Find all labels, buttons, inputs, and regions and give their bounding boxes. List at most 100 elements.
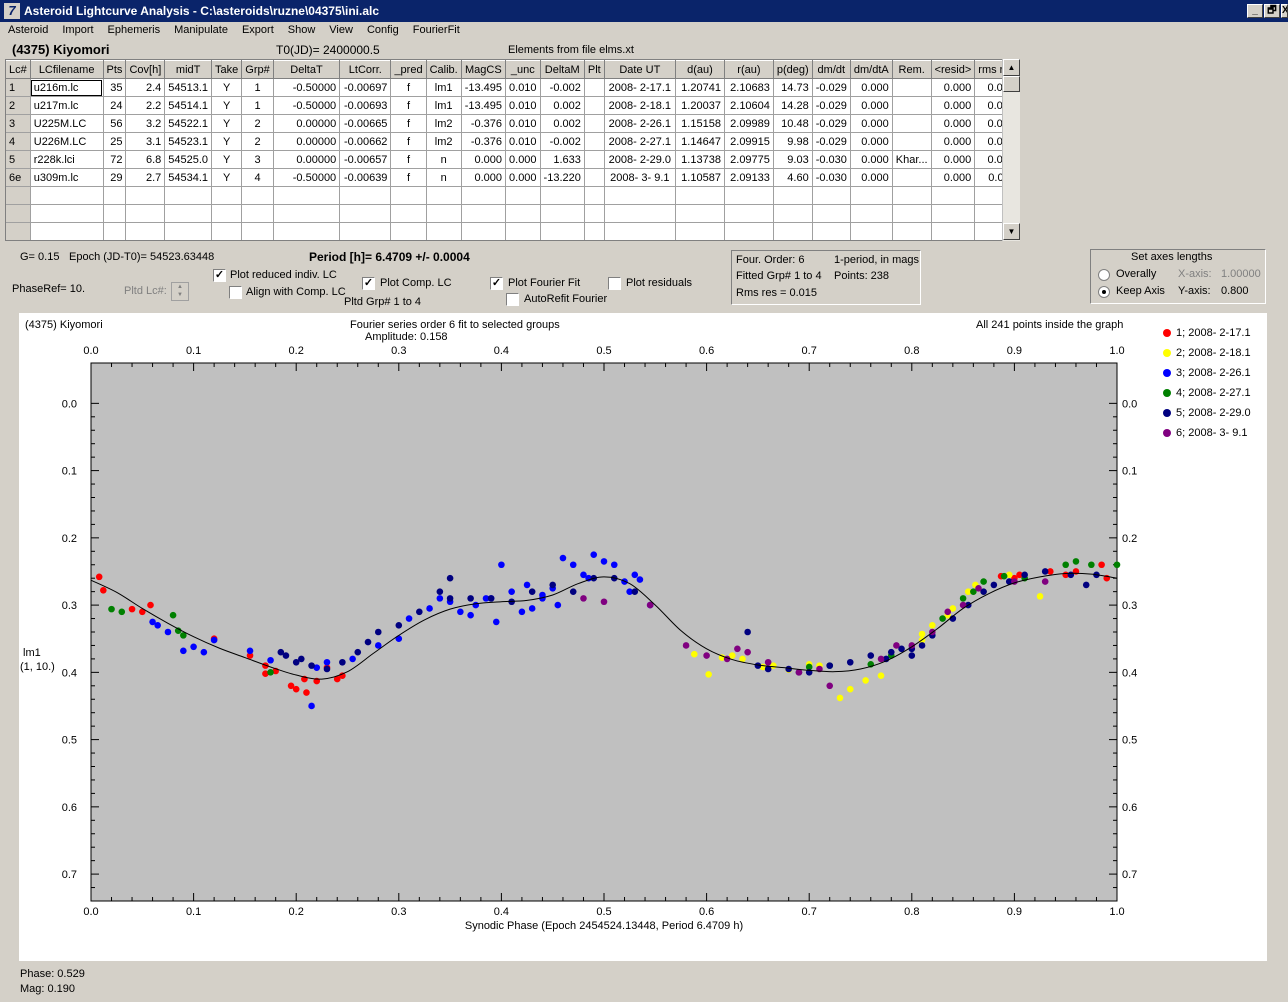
grid-cell[interactable]	[125, 186, 166, 205]
grid-cell[interactable]: 0.000	[850, 78, 893, 97]
grid-cell[interactable]	[892, 132, 932, 151]
grid-cell[interactable]: 56	[103, 114, 127, 133]
grid-cell[interactable]: 10.48	[773, 114, 813, 133]
column-header[interactable]: Cov[h]	[125, 60, 166, 79]
plot-comp-checkbox[interactable]: ✓	[362, 277, 375, 290]
grid-cell[interactable]: 2008- 3- 9.1	[604, 168, 676, 187]
grid-cell[interactable]: 1.20037	[675, 96, 725, 115]
menu-import[interactable]: Import	[62, 24, 94, 36]
grid-cell[interactable]: 2.10683	[724, 78, 774, 97]
grid-cell[interactable]	[426, 222, 462, 240]
plot-fourier-checkbox[interactable]: ✓	[490, 277, 503, 290]
column-header[interactable]: p(deg)	[773, 60, 813, 79]
grid-cell[interactable]: Khar...	[892, 150, 932, 169]
grid-cell[interactable]: Y	[211, 96, 243, 115]
column-header[interactable]: DeltaT	[273, 60, 341, 79]
grid-cell[interactable]	[390, 204, 427, 223]
grid-cell[interactable]	[850, 222, 893, 240]
grid-cell[interactable]	[931, 186, 976, 205]
grid-cell[interactable]	[892, 96, 932, 115]
column-header[interactable]: Grp#	[241, 60, 274, 79]
column-header[interactable]: Rem.	[892, 60, 932, 79]
grid-cell[interactable]: 0.000	[850, 132, 893, 151]
grid-cell[interactable]: -0.00697	[339, 78, 392, 97]
menu-ephemeris[interactable]: Ephemeris	[107, 24, 161, 36]
grid-cell[interactable]	[461, 186, 507, 205]
scroll-up-icon[interactable]: ▲	[1003, 59, 1020, 76]
grid-cell[interactable]	[724, 222, 774, 240]
grid-cell[interactable]	[505, 186, 541, 205]
grid-cell[interactable]: 1.14647	[675, 132, 725, 151]
grid-cell[interactable]: 0.00000	[273, 114, 341, 133]
grid-cell[interactable]: lm1	[426, 96, 462, 115]
table-row[interactable]: 6e u309m.lc 29 2.7 54534.1 Y 4 -0.50000 -0.00639…	[6, 168, 1019, 187]
column-header[interactable]: Lc#	[6, 60, 31, 79]
grid-cell[interactable]: f	[390, 132, 427, 151]
row-header-cell[interactable]: 5	[6, 150, 31, 169]
grid-cell[interactable]: 2.09915	[724, 132, 774, 151]
pltd-lc-spinner[interactable]: ▲ ▼	[171, 282, 189, 301]
grid-cell[interactable]	[773, 204, 813, 223]
grid-cell[interactable]	[812, 222, 851, 240]
grid-cell[interactable]: 4.60	[773, 168, 813, 187]
grid-cell[interactable]: -0.029	[812, 132, 851, 151]
grid-cell[interactable]: 2.7	[125, 168, 166, 187]
grid-cell[interactable]: 0.000	[461, 150, 507, 169]
grid-cell[interactable]	[931, 204, 976, 223]
grid-cell[interactable]: 0.010	[505, 78, 541, 97]
grid-cell[interactable]: -0.50000	[273, 96, 341, 115]
row-header-cell[interactable]: 2	[6, 96, 31, 115]
grid-cell[interactable]: 3.1	[125, 132, 166, 151]
column-header[interactable]: LtCorr.	[339, 60, 392, 79]
lightcurve-grid[interactable]: Lc# LCfilename Pts Cov[h] midT Take Grp# DeltaT…	[5, 59, 1020, 241]
grid-cell[interactable]	[426, 204, 462, 223]
grid-cell[interactable]: 9.03	[773, 150, 813, 169]
column-header[interactable]: midT	[164, 60, 213, 79]
grid-cell[interactable]: n	[426, 168, 462, 187]
row-header-cell[interactable]	[6, 186, 31, 205]
align-comp-checkbox[interactable]	[229, 286, 242, 299]
grid-cell[interactable]: 1.20741	[675, 78, 725, 97]
grid-cell[interactable]	[241, 204, 274, 223]
grid-cell[interactable]	[505, 222, 541, 240]
grid-cell[interactable]: 6.8	[125, 150, 166, 169]
grid-cell[interactable]: -13.495	[461, 96, 507, 115]
grid-cell[interactable]: 0.000	[931, 114, 976, 133]
column-header[interactable]: Plt	[584, 60, 605, 79]
grid-cell[interactable]	[604, 204, 676, 223]
column-header[interactable]: Calib.	[426, 60, 462, 79]
grid-cell[interactable]: 2.10604	[724, 96, 774, 115]
grid-cell[interactable]: -0.029	[812, 114, 851, 133]
grid-cell[interactable]	[584, 186, 605, 205]
menu-show[interactable]: Show	[287, 24, 316, 36]
grid-cell[interactable]	[103, 222, 127, 240]
menu-config[interactable]: Config	[366, 24, 399, 36]
grid-cell[interactable]: 54523.1	[164, 132, 213, 151]
grid-cell[interactable]: f	[390, 114, 427, 133]
grid-cell[interactable]	[850, 204, 893, 223]
grid-cell[interactable]: Y	[211, 150, 243, 169]
grid-cell[interactable]: -13.495	[461, 78, 507, 97]
table-row[interactable]	[6, 204, 1019, 223]
grid-cell[interactable]	[540, 222, 585, 240]
grid-cell[interactable]: 2008- 2-26.1	[604, 114, 676, 133]
grid-cell[interactable]: 0.000	[850, 150, 893, 169]
grid-cell[interactable]: -0.00639	[339, 168, 392, 187]
column-header[interactable]: _pred	[390, 60, 427, 79]
grid-cell[interactable]: -0.002	[540, 78, 585, 97]
grid-cell[interactable]: 0.000	[850, 114, 893, 133]
grid-cell[interactable]: 25	[103, 132, 127, 151]
keep-axis-radio[interactable]	[1098, 286, 1110, 298]
lightcurve-plot[interactable]: 0.0 0.0 0.1 0.1 0.2 0.2 0.3 0.3 0.4 0.4 0.5 0.5 0.6 0…	[19, 313, 1267, 961]
grid-cell[interactable]: 2.4	[125, 78, 166, 97]
column-header[interactable]: d(au)	[675, 60, 725, 79]
grid-cell[interactable]: 4	[241, 168, 274, 187]
column-header[interactable]: Pts	[103, 60, 127, 79]
grid-cell[interactable]: 2.09775	[724, 150, 774, 169]
table-row[interactable]	[6, 186, 1019, 205]
row-header-cell[interactable]: 6e	[6, 168, 31, 187]
grid-cell[interactable]: Y	[211, 168, 243, 187]
grid-cell[interactable]: 1	[241, 96, 274, 115]
grid-cell[interactable]: 54514.1	[164, 96, 213, 115]
grid-cell[interactable]: 0.000	[931, 96, 976, 115]
